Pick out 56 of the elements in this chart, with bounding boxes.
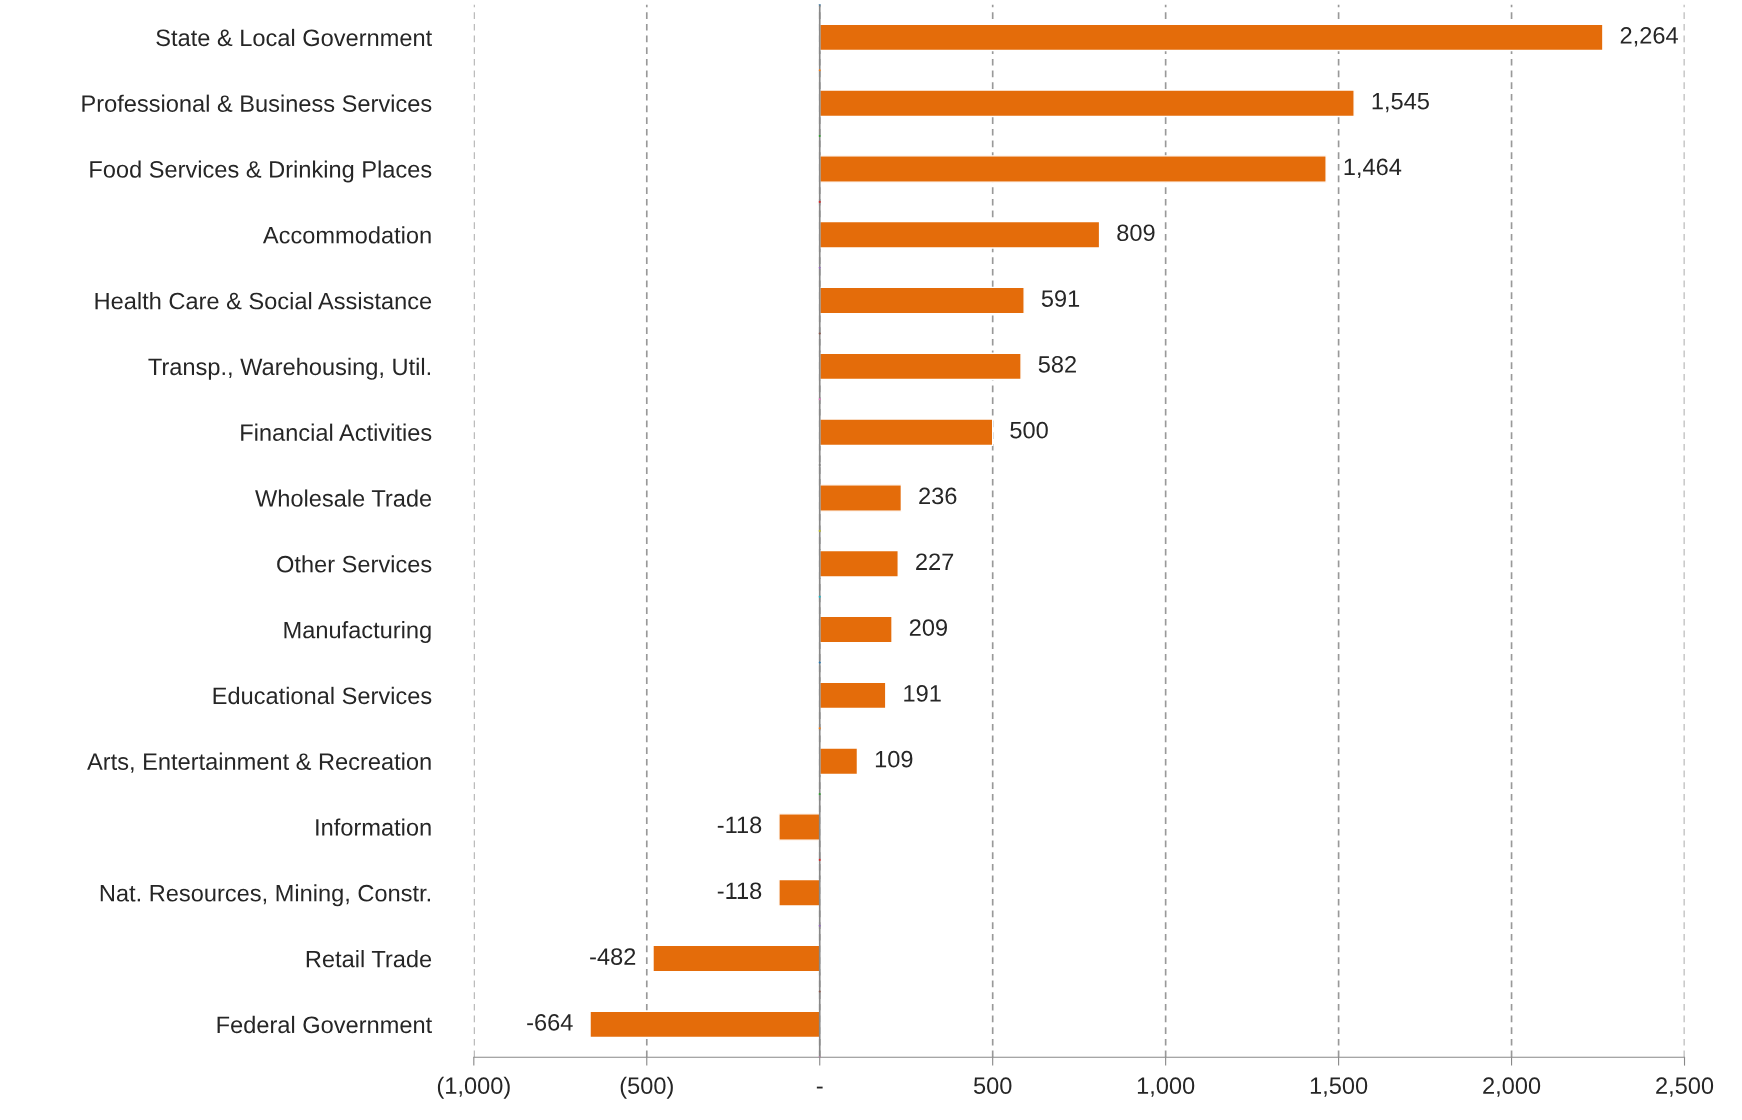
y-tick-label: Financial Activities xyxy=(241,423,432,441)
x-tick-label: 500 xyxy=(973,1077,1012,1095)
y-tick-label: Educational Services xyxy=(213,686,432,705)
x-tick-label: - xyxy=(816,1086,823,1089)
bar xyxy=(819,220,1101,249)
data-label: 1,545 xyxy=(1372,93,1429,113)
y-tick-label: Professional & Business Services xyxy=(82,94,432,112)
y-tick-label: Federal Government xyxy=(217,1015,432,1034)
y-tick-label: Information xyxy=(316,818,431,836)
bar xyxy=(819,23,1604,52)
data-label: 109 xyxy=(875,750,913,768)
data-label: 500 xyxy=(1010,421,1048,439)
bar xyxy=(819,681,887,710)
x-tick-label: (500) xyxy=(620,1076,673,1099)
data-label: 227 xyxy=(916,553,954,570)
data-label: -118 xyxy=(717,882,762,900)
bar xyxy=(652,944,821,973)
data-label: 236 xyxy=(919,487,957,505)
bar xyxy=(819,484,903,512)
x-tick-label: 2,000 xyxy=(1483,1077,1541,1097)
bar xyxy=(778,813,821,841)
y-tick-label: Transp., Warehousing, Util. xyxy=(148,357,431,380)
data-label: 2,264 xyxy=(1620,27,1678,47)
data-label: 591 xyxy=(1041,290,1080,307)
data-label: 582 xyxy=(1038,356,1076,373)
bar xyxy=(819,352,1022,381)
y-tick-label: State & Local Government xyxy=(156,28,432,47)
bar xyxy=(819,747,859,776)
y-tick-label: Retail Trade xyxy=(306,950,432,968)
x-tick-label: 2,500 xyxy=(1656,1077,1714,1097)
bar xyxy=(589,1010,821,1039)
data-label: 1,464 xyxy=(1344,158,1402,179)
x-tick-label: (1,000) xyxy=(437,1076,510,1099)
y-tick-label: Manufacturing xyxy=(284,621,431,644)
x-tick-label: 1,000 xyxy=(1137,1077,1195,1097)
bar xyxy=(819,155,1327,183)
y-tick-label: Accommodation xyxy=(262,226,431,244)
data-label: -482 xyxy=(590,948,636,965)
data-label: 191 xyxy=(904,685,941,702)
y-tick-label: Health Care & Social Assistance xyxy=(95,292,432,310)
bar xyxy=(819,89,1355,118)
bar xyxy=(819,549,899,578)
y-tick-label: Arts, Entertainment & Recreation xyxy=(87,752,431,773)
bar xyxy=(819,286,1025,315)
data-label: -118 xyxy=(717,816,762,834)
data-label: -664 xyxy=(527,1014,573,1031)
y-tick-label: Food Services & Drinking Places xyxy=(90,160,432,183)
bar xyxy=(819,615,893,644)
y-tick-label: Wholesale Trade xyxy=(255,489,432,507)
data-label: 209 xyxy=(909,619,947,636)
y-tick-label: Other Services xyxy=(277,555,432,573)
data-label: 809 xyxy=(1117,224,1155,242)
y-tick-label: Nat. Resources, Mining, Constr. xyxy=(100,884,431,907)
bar xyxy=(778,878,821,907)
x-tick-label: 1,500 xyxy=(1310,1077,1368,1097)
bar xyxy=(819,418,994,447)
